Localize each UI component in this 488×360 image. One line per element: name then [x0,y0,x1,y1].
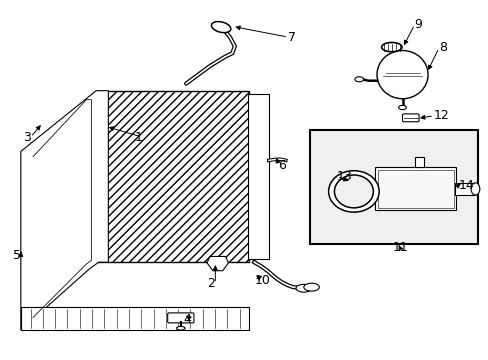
Polygon shape [21,307,249,330]
Polygon shape [248,94,268,258]
Ellipse shape [211,22,230,33]
FancyBboxPatch shape [167,313,194,323]
Bar [309,130,477,244]
Polygon shape [377,170,453,207]
Polygon shape [21,91,108,330]
Ellipse shape [295,284,311,292]
FancyBboxPatch shape [402,114,418,122]
Polygon shape [414,157,424,167]
Text: 8: 8 [438,41,446,54]
Polygon shape [454,183,474,195]
Text: 3: 3 [22,131,30,144]
Ellipse shape [376,50,427,99]
Polygon shape [206,256,228,271]
Ellipse shape [354,77,363,82]
Text: 10: 10 [254,274,269,287]
Ellipse shape [381,42,401,52]
Polygon shape [374,167,455,210]
Ellipse shape [398,105,406,110]
Bar [96,91,249,262]
Ellipse shape [176,327,185,330]
Ellipse shape [303,283,319,291]
Text: 9: 9 [414,18,422,31]
Text: 5: 5 [13,248,21,261]
Text: 12: 12 [433,109,449,122]
Text: 4: 4 [183,313,191,326]
Text: 6: 6 [278,159,286,172]
Text: 11: 11 [391,241,407,255]
Ellipse shape [470,183,479,195]
Text: 7: 7 [287,31,296,44]
Text: 13: 13 [336,170,352,183]
Text: 2: 2 [207,277,215,290]
Text: 14: 14 [458,179,473,192]
Text: 1: 1 [134,131,142,144]
